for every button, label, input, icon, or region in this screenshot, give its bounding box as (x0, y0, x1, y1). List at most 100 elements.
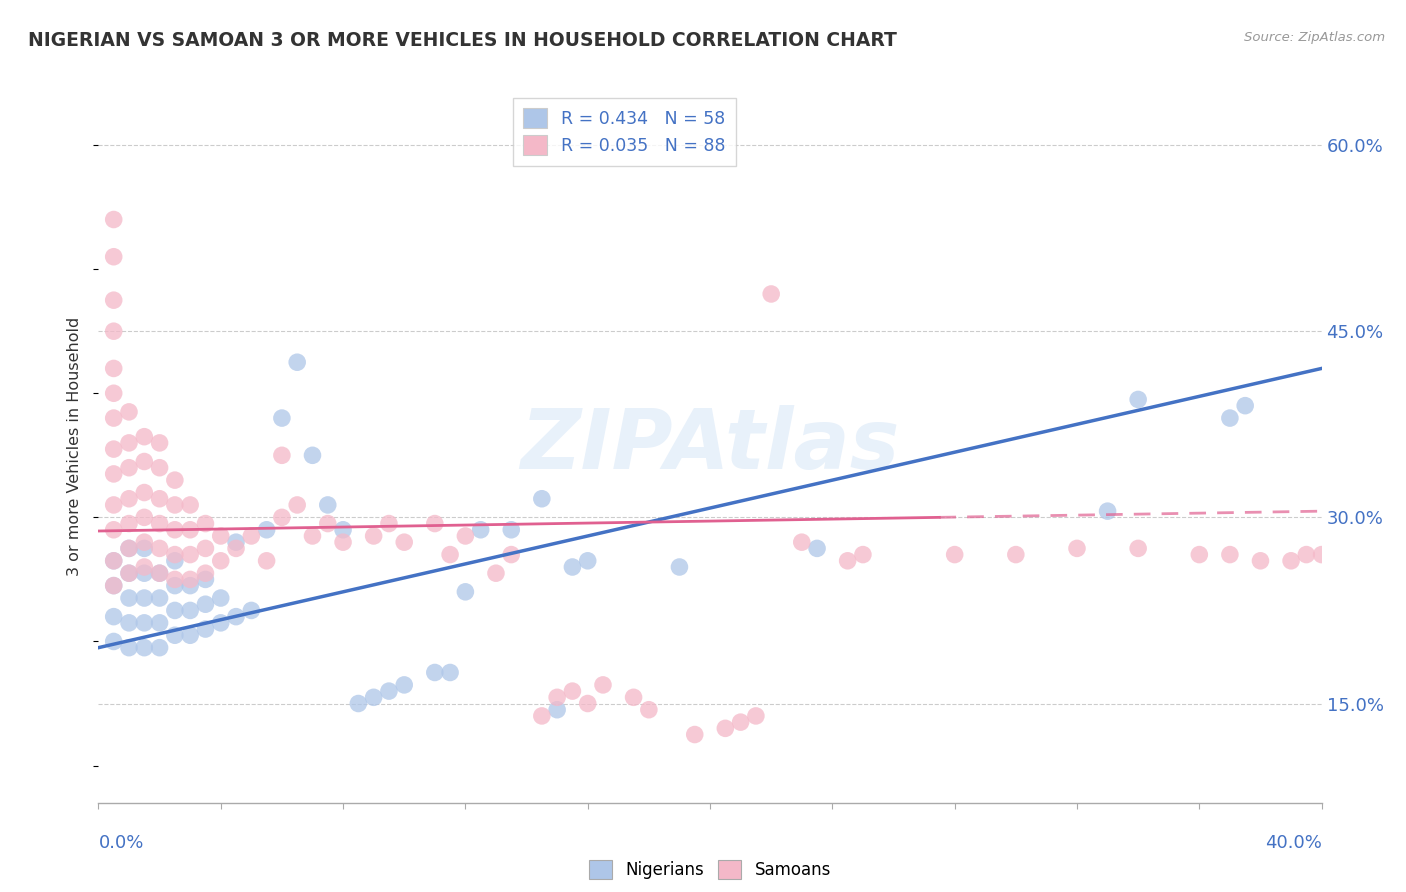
Point (149, 491, 172, 506)
Point (103, 324, 125, 338)
Point (1249, 554, 1271, 568)
Point (194, 597, 217, 611)
Point (301, 448, 323, 462)
Point (285, 355, 308, 369)
Point (347, 697, 370, 711)
Point (179, 498, 201, 512)
Point (149, 566, 172, 581)
Point (1066, 541, 1088, 556)
Point (759, 287, 782, 301)
Point (256, 554, 278, 568)
Point (423, 516, 446, 531)
Point (1234, 399, 1257, 413)
Point (103, 250, 125, 264)
Point (392, 535, 416, 549)
Point (163, 523, 186, 537)
Point (576, 554, 599, 568)
Point (149, 591, 172, 605)
Point (149, 541, 172, 556)
Point (134, 541, 156, 556)
Point (179, 579, 201, 593)
Point (103, 498, 125, 512)
Point (134, 591, 156, 605)
Point (392, 678, 416, 692)
Point (209, 615, 232, 630)
Point (1219, 411, 1241, 425)
Text: NIGERIAN VS SAMOAN 3 OR MORE VEHICLES IN HOUSEHOLD CORRELATION CHART: NIGERIAN VS SAMOAN 3 OR MORE VEHICLES IN… (28, 31, 897, 50)
Point (194, 622, 217, 636)
Point (103, 386, 125, 401)
Point (240, 529, 263, 543)
Point (501, 548, 523, 562)
Point (332, 523, 354, 537)
Point (592, 678, 614, 692)
Point (118, 640, 141, 655)
Point (714, 722, 737, 736)
Point (179, 573, 201, 587)
Point (134, 535, 156, 549)
Legend: Nigerians, Samoans: Nigerians, Samoans (581, 851, 839, 888)
Point (1188, 548, 1211, 562)
Point (530, 491, 553, 506)
Y-axis label: 3 or more Vehicles in Household: 3 or more Vehicles in Household (67, 317, 83, 575)
Point (332, 535, 354, 549)
Point (730, 715, 752, 730)
Point (1097, 504, 1119, 518)
Point (943, 548, 966, 562)
Point (1295, 548, 1317, 562)
Point (225, 609, 247, 624)
Point (668, 560, 690, 574)
Point (149, 566, 172, 581)
Point (530, 709, 553, 723)
Point (501, 523, 523, 537)
Point (163, 473, 186, 487)
Point (103, 579, 125, 593)
Point (683, 727, 706, 741)
Point (454, 584, 477, 599)
Point (118, 405, 141, 419)
Point (745, 709, 768, 723)
Point (118, 516, 141, 531)
Point (270, 411, 292, 425)
Point (485, 566, 508, 581)
Point (256, 523, 278, 537)
Point (285, 498, 308, 512)
Point (149, 460, 172, 475)
Point (103, 609, 125, 624)
Point (316, 498, 339, 512)
Point (546, 690, 568, 705)
Text: 40.0%: 40.0% (1265, 834, 1322, 852)
Point (134, 560, 156, 574)
Point (118, 436, 141, 450)
Point (163, 628, 186, 642)
Point (134, 640, 156, 655)
Point (163, 548, 186, 562)
Point (103, 634, 125, 648)
Point (852, 548, 875, 562)
Point (149, 615, 172, 630)
Point (576, 697, 599, 711)
Point (561, 684, 583, 698)
Point (163, 579, 186, 593)
Point (1004, 548, 1026, 562)
Point (179, 523, 201, 537)
Point (118, 541, 141, 556)
Point (378, 516, 401, 531)
Point (806, 541, 828, 556)
Point (134, 566, 156, 581)
Point (103, 361, 125, 376)
Point (301, 529, 323, 543)
Point (103, 554, 125, 568)
Point (103, 293, 125, 308)
Point (623, 690, 645, 705)
Point (118, 615, 141, 630)
Point (118, 541, 141, 556)
Point (134, 615, 156, 630)
Point (270, 448, 292, 462)
Point (1128, 392, 1150, 407)
Point (225, 535, 247, 549)
Point (637, 703, 661, 717)
Point (363, 690, 385, 705)
Point (561, 560, 583, 574)
Point (439, 548, 461, 562)
